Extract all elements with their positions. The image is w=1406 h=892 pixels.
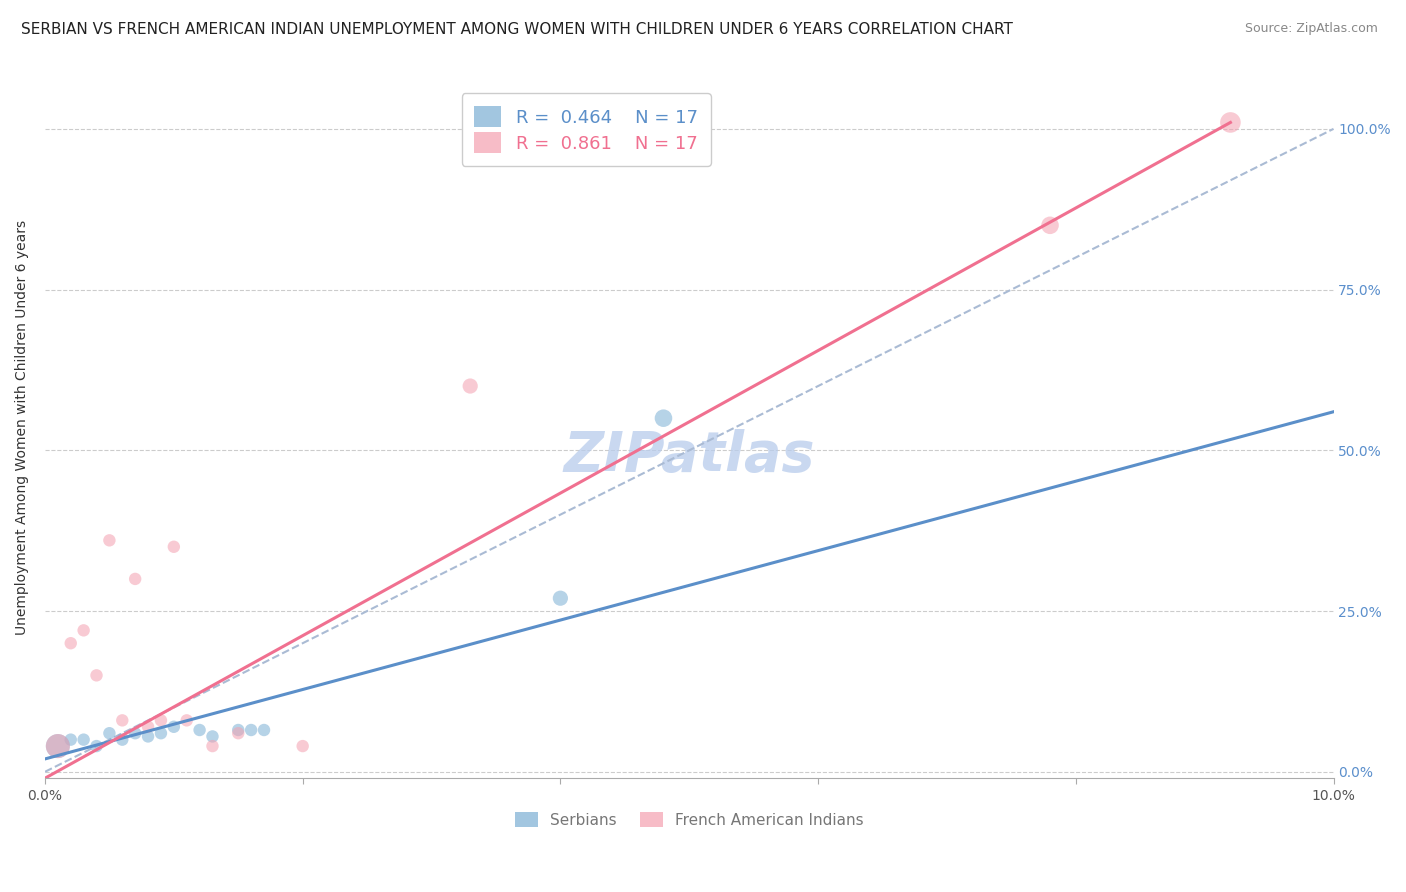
Point — [201, 739, 224, 753]
Point — [46, 739, 69, 753]
Point — [1219, 115, 1241, 129]
Point — [149, 726, 172, 740]
Point — [136, 720, 159, 734]
Point — [124, 726, 146, 740]
Point — [188, 723, 211, 737]
Point — [149, 714, 172, 728]
Point — [59, 732, 82, 747]
Point — [253, 723, 276, 737]
Point — [111, 714, 134, 728]
Point — [86, 739, 108, 753]
Point — [550, 591, 572, 606]
Point — [98, 533, 121, 548]
Text: SERBIAN VS FRENCH AMERICAN INDIAN UNEMPLOYMENT AMONG WOMEN WITH CHILDREN UNDER 6: SERBIAN VS FRENCH AMERICAN INDIAN UNEMPL… — [21, 22, 1012, 37]
Point — [124, 572, 146, 586]
Point — [226, 726, 249, 740]
Y-axis label: Unemployment Among Women with Children Under 6 years: Unemployment Among Women with Children U… — [15, 220, 30, 635]
Point — [72, 624, 94, 638]
Point — [46, 739, 69, 753]
Point — [72, 732, 94, 747]
Point — [176, 714, 198, 728]
Point — [86, 668, 108, 682]
Point — [136, 730, 159, 744]
Point — [458, 379, 481, 393]
Point — [201, 730, 224, 744]
Point — [226, 723, 249, 737]
Point — [652, 411, 675, 425]
Text: Source: ZipAtlas.com: Source: ZipAtlas.com — [1244, 22, 1378, 36]
Point — [163, 720, 186, 734]
Point — [98, 726, 121, 740]
Legend: Serbians, French American Indians: Serbians, French American Indians — [509, 805, 869, 834]
Point — [240, 723, 263, 737]
Point — [163, 540, 186, 554]
Point — [59, 636, 82, 650]
Point — [111, 732, 134, 747]
Point — [1039, 219, 1062, 233]
Text: ZIPatlas: ZIPatlas — [564, 429, 815, 483]
Point — [291, 739, 314, 753]
